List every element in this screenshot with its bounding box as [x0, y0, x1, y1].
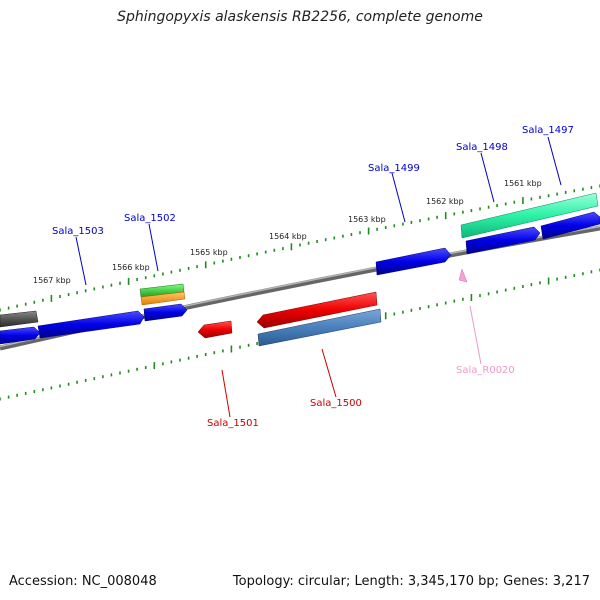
upper-scale-track [0, 184, 600, 312]
gene-labels: Sala_1497 Sala_1498 Sala_1499 Sala_1500 … [52, 125, 574, 429]
label-sala-1497[interactable]: Sala_1497 [522, 125, 574, 136]
rna-sala-r0020-marker[interactable] [458, 268, 468, 283]
gene-steel-feature[interactable] [257, 308, 382, 347]
leader-lines [75, 136, 562, 418]
forward-strand-features [0, 192, 600, 345]
gene-teal-feature[interactable] [460, 192, 599, 239]
tick-label-1561: 1561 kbp [504, 179, 542, 188]
leader-sala-1498 [480, 152, 495, 203]
label-sala-1499[interactable]: Sala_1499 [368, 163, 420, 174]
gene-orange-feature[interactable] [140, 291, 186, 306]
genome-title: Sphingopyxis alaskensis RB2256, complete… [117, 9, 483, 25]
gene-sala-1503-arrow[interactable] [37, 310, 145, 339]
leader-sala-1497 [547, 136, 562, 186]
label-sala-1501[interactable]: Sala_1501 [207, 418, 259, 429]
leader-sala-1501 [221, 369, 231, 418]
tick-label-1566: 1566 kbp [112, 263, 150, 272]
leader-sala-1503 [75, 236, 87, 286]
tick-label-1562: 1562 kbp [426, 197, 464, 206]
label-sala-1498[interactable]: Sala_1498 [456, 142, 508, 153]
label-sala-1503[interactable]: Sala_1503 [52, 226, 104, 237]
leader-sala-1500 [321, 348, 337, 398]
gene-sala-1501-arrow[interactable] [197, 320, 233, 339]
label-sala-r0020[interactable]: Sala_R0020 [456, 365, 515, 376]
tick-labels: 1561 kbp 1562 kbp 1563 kbp 1564 kbp 1565… [33, 179, 542, 285]
gene-sala-1497-arrow[interactable] [540, 211, 600, 240]
gene-left-blue-arrow[interactable] [0, 326, 41, 345]
label-sala-1500[interactable]: Sala_1500 [310, 398, 362, 409]
gene-sala-1499-arrow[interactable] [375, 247, 452, 276]
gene-sala-1502-arrow[interactable] [143, 303, 188, 322]
gene-left-gray-block[interactable] [0, 310, 39, 328]
leader-sala-1499 [391, 172, 406, 223]
tick-label-1563: 1563 kbp [348, 215, 386, 224]
genome-summary-text: Topology: circular; Length: 3,345,170 bp… [232, 574, 590, 589]
tick-label-1567: 1567 kbp [33, 276, 71, 285]
label-sala-1502[interactable]: Sala_1502 [124, 213, 176, 224]
gene-sala-1500-arrow[interactable] [256, 291, 378, 329]
gene-sala-1498-arrow[interactable] [465, 226, 541, 255]
reverse-strand-features [197, 268, 468, 347]
leader-sala-1502 [148, 223, 159, 272]
tick-label-1564: 1564 kbp [269, 232, 307, 241]
tick-label-1565: 1565 kbp [190, 248, 228, 257]
leader-sala-r0020 [469, 305, 482, 365]
accession-text: Accession: NC_008048 [9, 574, 157, 589]
